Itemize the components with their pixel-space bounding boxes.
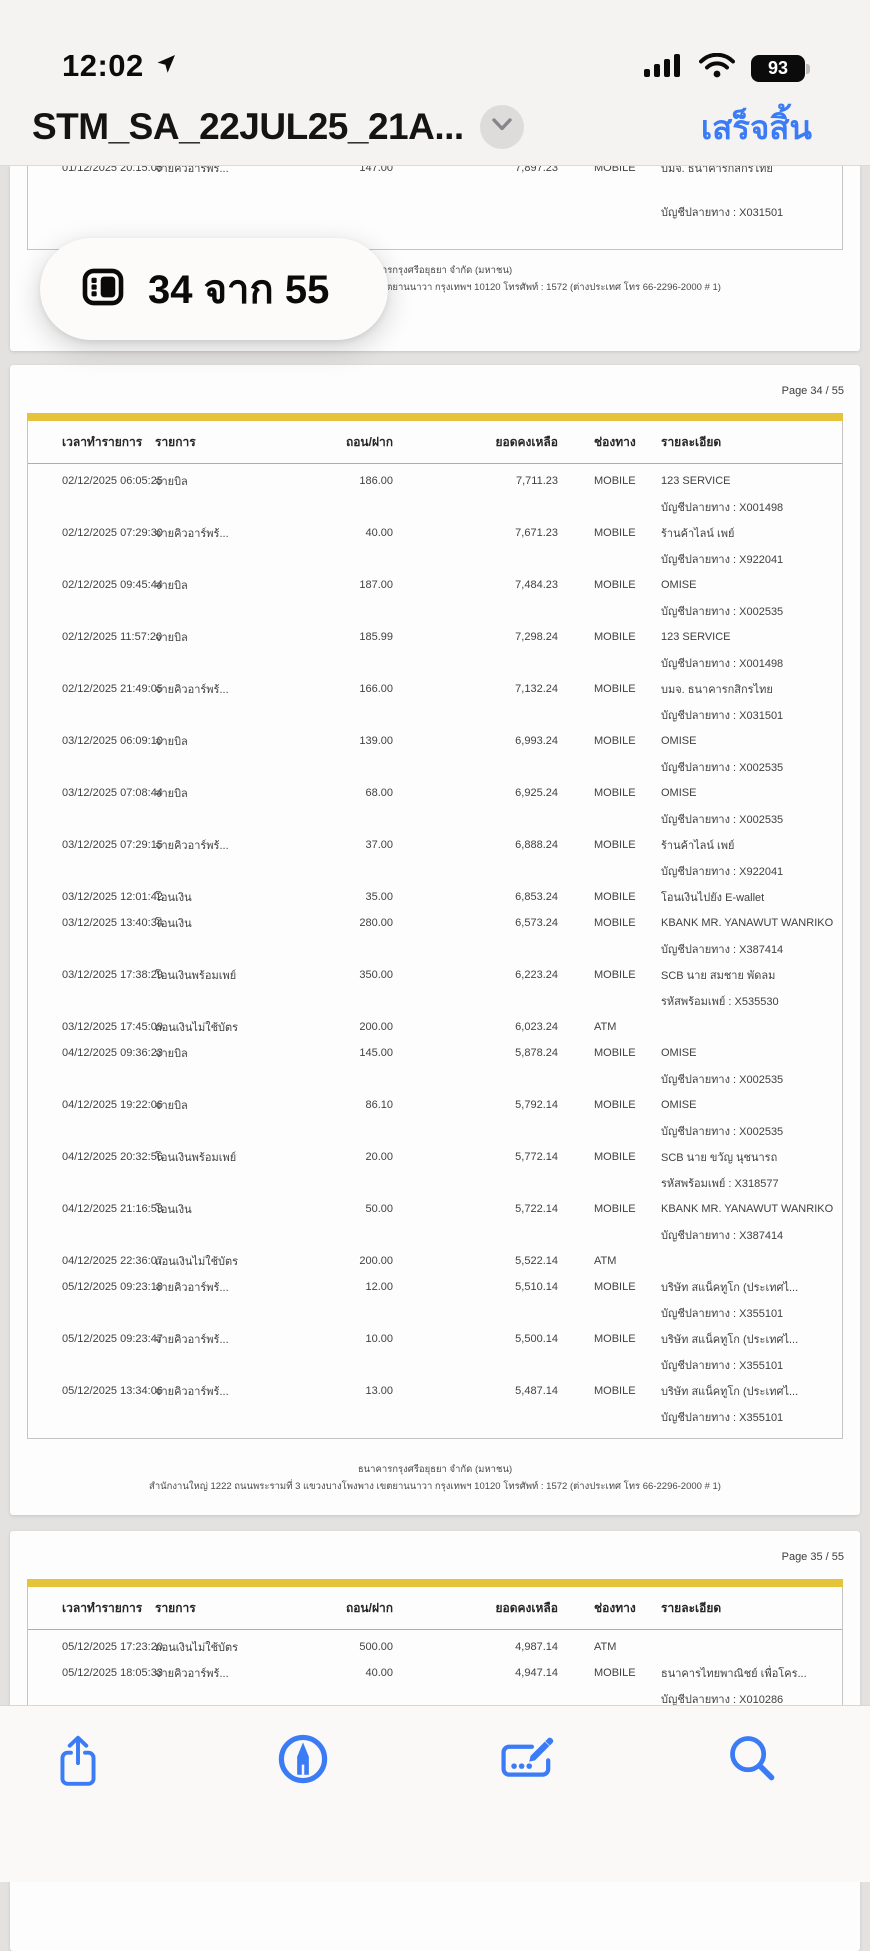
col-header-channel: ช่องทาง (594, 1600, 636, 1615)
transaction-row: 01/12/2025 20:15:05 จ่ายคิวอาร์พร้... 14… (62, 165, 784, 219)
cellular-signal-icon (643, 53, 683, 84)
document-title: STM_SA_22JUL25_21A... (32, 106, 464, 147)
search-icon (726, 1732, 778, 1787)
signature-icon (498, 1732, 556, 1789)
transaction-row: 02/12/2025 21:49:05 จ่ายคิวอาร์พร้... 16… (62, 683, 784, 722)
col-header-time: เวลาทำรายการ (62, 434, 143, 449)
bank-address: สำนักงานใหญ่ 1222 ถนนพระรามที่ 3 แขวงบาง… (149, 282, 721, 293)
col-header-item: รายการ (155, 434, 196, 449)
statement-table-fragment: 01/12/2025 20:15:05 จ่ายคิวอาร์พร้... 14… (27, 165, 843, 250)
transaction-row: 04/12/2025 19:22:06 จ่ายบิล 86.10 5,792.… (62, 1099, 784, 1138)
col-header-balance: ยอดคงเหลือ (495, 434, 559, 449)
nav-bar: STM_SA_22JUL25_21A... เสร็จสิ้น (0, 90, 870, 164)
transaction-row: 03/12/2025 17:38:29 โอนเงินพร้อมเพย์ 350… (62, 969, 779, 1008)
table-header: เวลาทำรายการ รายการ ถอน/ฝาก ยอดคงเหลือ ช… (28, 421, 842, 464)
statement-footer: ธนาคารกรุงศรีอยุธยา จำกัด (มหาชน) สำนักง… (27, 262, 843, 296)
status-bar: 12:02 (0, 0, 870, 90)
bank-name: ธนาคารกรุงศรีอยุธยา จำกัด (มหาชน) (357, 265, 513, 276)
transaction-row: 02/12/2025 07:29:30 จ่ายคิวอาร์พร้... 40… (62, 527, 784, 566)
transaction-row: 03/12/2025 12:01:42 โอนเงิน 35.00 6,853.… (62, 891, 765, 904)
transaction-row: 03/12/2025 07:29:15 จ่ายคิวอาร์พร้... 37… (62, 839, 784, 878)
statement-footer: ธนาคารกรุงศรีอยุธยา จำกัด (มหาชน) สำนักง… (27, 1461, 843, 1495)
page-indicator-label: 34 จาก 55 (148, 268, 330, 312)
col-header-time: เวลาทำรายการ (62, 1600, 143, 1615)
table-header: เวลาทำรายการ รายการ ถอน/ฝาก ยอดคงเหลือ ช… (28, 1587, 842, 1630)
col-header-channel: ช่องทาง (594, 434, 636, 449)
col-header-balance: ยอดคงเหลือ (495, 1600, 559, 1615)
transaction-row: 04/12/2025 21:16:53 โอนเงิน 50.00 5,722.… (62, 1203, 834, 1242)
transaction-row: 05/12/2025 17:23:20 ถอนเงินไม่ใช้บัตร 50… (62, 1641, 617, 1654)
bank-name: ธนาคารกรุงศรีอยุธยา จำกัด (มหาชน) (357, 1464, 513, 1475)
transaction-row: 03/12/2025 07:08:44 จ่ายบิล 68.00 6,925.… (62, 787, 784, 826)
transaction-row: 02/12/2025 11:57:20 จ่ายบิล 185.99 7,298… (62, 631, 784, 670)
share-button[interactable] (46, 1732, 110, 1793)
page-indicator-pill: 34 จาก 55 (40, 238, 388, 340)
bank-address: สำนักงานใหญ่ 1222 ถนนพระรามที่ 3 แขวงบาง… (149, 1481, 721, 1492)
transaction-row: 03/12/2025 06:09:10 จ่ายบิล 139.00 6,993… (62, 735, 784, 774)
statement-yellow-bar (27, 413, 843, 421)
chevron-down-icon (491, 118, 512, 136)
markup-button[interactable] (271, 1732, 335, 1789)
col-header-amount: ถอน/ฝาก (345, 1600, 393, 1615)
transaction-row: 05/12/2025 09:23:18 จ่ายคิวอาร์พร้... 12… (62, 1281, 799, 1320)
transaction-row: 05/12/2025 18:05:33 จ่ายคิวอาร์พร้... 40… (62, 1667, 807, 1706)
statement-yellow-bar (27, 1579, 843, 1587)
search-button[interactable] (720, 1732, 784, 1787)
wifi-icon (699, 52, 735, 84)
transaction-row: 02/12/2025 09:45:44 จ่ายบิล 187.00 7,484… (62, 579, 784, 618)
transaction-row: 05/12/2025 13:34:06 จ่ายคิวอาร์พร้... 13… (62, 1385, 799, 1424)
markup-icon (276, 1732, 330, 1789)
done-button[interactable]: เสร็จสิ้น (701, 101, 838, 154)
col-header-detail: รายละเอียด (661, 1600, 722, 1615)
signature-button[interactable] (495, 1732, 559, 1789)
transaction-row: 04/12/2025 20:32:56 โอนเงินพร้อมเพย์ 20.… (62, 1151, 779, 1190)
transaction-row: 02/12/2025 06:05:25 จ่ายบิล 186.00 7,711… (62, 475, 784, 514)
pdf-content[interactable]: 01/12/2025 20:15:05 จ่ายคิวอาร์พร้... 14… (0, 165, 870, 1951)
top-chrome: 12:02 (0, 0, 870, 166)
col-header-amount: ถอน/ฝาก (345, 434, 393, 449)
page-number-label: Page 35 / 55 (781, 1551, 844, 1563)
pdf-page-34: Page 34 / 55 เวลาทำรายการ รายการ ถอน/ฝาก… (10, 365, 860, 1515)
title-menu-button[interactable] (479, 105, 524, 149)
bottom-toolbar (0, 1705, 870, 1882)
transaction-row: 03/12/2025 13:40:34 โอนเงิน 280.00 6,573… (62, 917, 834, 956)
transaction-row: 04/12/2025 22:36:07 ถอนเงินไม่ใช้บัตร 20… (62, 1255, 617, 1268)
clock: 12:02 (62, 48, 144, 83)
battery-icon: 93 (751, 55, 810, 82)
share-icon (53, 1732, 103, 1793)
transaction-row: 05/12/2025 09:23:47 จ่ายคิวอาร์พร้... 10… (62, 1333, 799, 1372)
transaction-row: 03/12/2025 17:45:09 ถอนเงินไม่ใช้บัตร 20… (62, 1021, 617, 1034)
location-icon (154, 52, 178, 81)
col-header-item: รายการ (155, 1600, 196, 1615)
page-thumbnails-icon (80, 264, 126, 315)
page-number-label: Page 34 / 55 (781, 385, 844, 397)
statement-rows: 02/12/2025 06:05:25 จ่ายบิล 186.00 7,711… (28, 464, 842, 1438)
battery-percent: 93 (767, 58, 789, 78)
col-header-detail: รายละเอียด (661, 434, 722, 449)
transaction-row: 04/12/2025 09:36:23 จ่ายบิล 145.00 5,878… (62, 1047, 784, 1086)
